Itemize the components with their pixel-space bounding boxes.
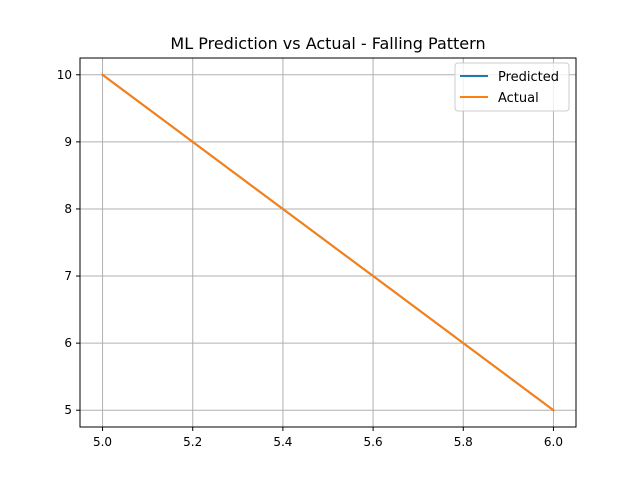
x-tick-label: 6.0 xyxy=(544,435,563,449)
grid xyxy=(80,58,576,427)
y-tick-label: 6 xyxy=(64,336,72,350)
legend: Predicted Actual xyxy=(454,62,570,112)
x-tick-label: 5.8 xyxy=(454,435,473,449)
y-tick-label: 5 xyxy=(64,403,72,417)
x-tick-label: 5.6 xyxy=(364,435,383,449)
y-tick-label: 10 xyxy=(57,68,72,82)
series-lines xyxy=(101,73,555,412)
axes-frame xyxy=(79,57,577,428)
chart-title: ML Prediction vs Actual - Falling Patter… xyxy=(170,34,485,53)
legend-label-actual: Actual xyxy=(498,91,539,106)
y-tick-label: 9 xyxy=(64,135,72,149)
x-tick-label: 5.0 xyxy=(93,435,112,449)
axis-ticks: 5.0 5.2 5.4 5.6 5.8 6.0 5 6 7 8 9 10 xyxy=(57,68,563,449)
legend-label-predicted: Predicted xyxy=(498,70,559,85)
x-tick-label: 5.4 xyxy=(273,435,292,449)
x-tick-label: 5.2 xyxy=(183,435,202,449)
series-line-actual xyxy=(101,73,555,412)
y-tick-label: 7 xyxy=(64,269,72,283)
y-tick-label: 8 xyxy=(64,202,72,216)
